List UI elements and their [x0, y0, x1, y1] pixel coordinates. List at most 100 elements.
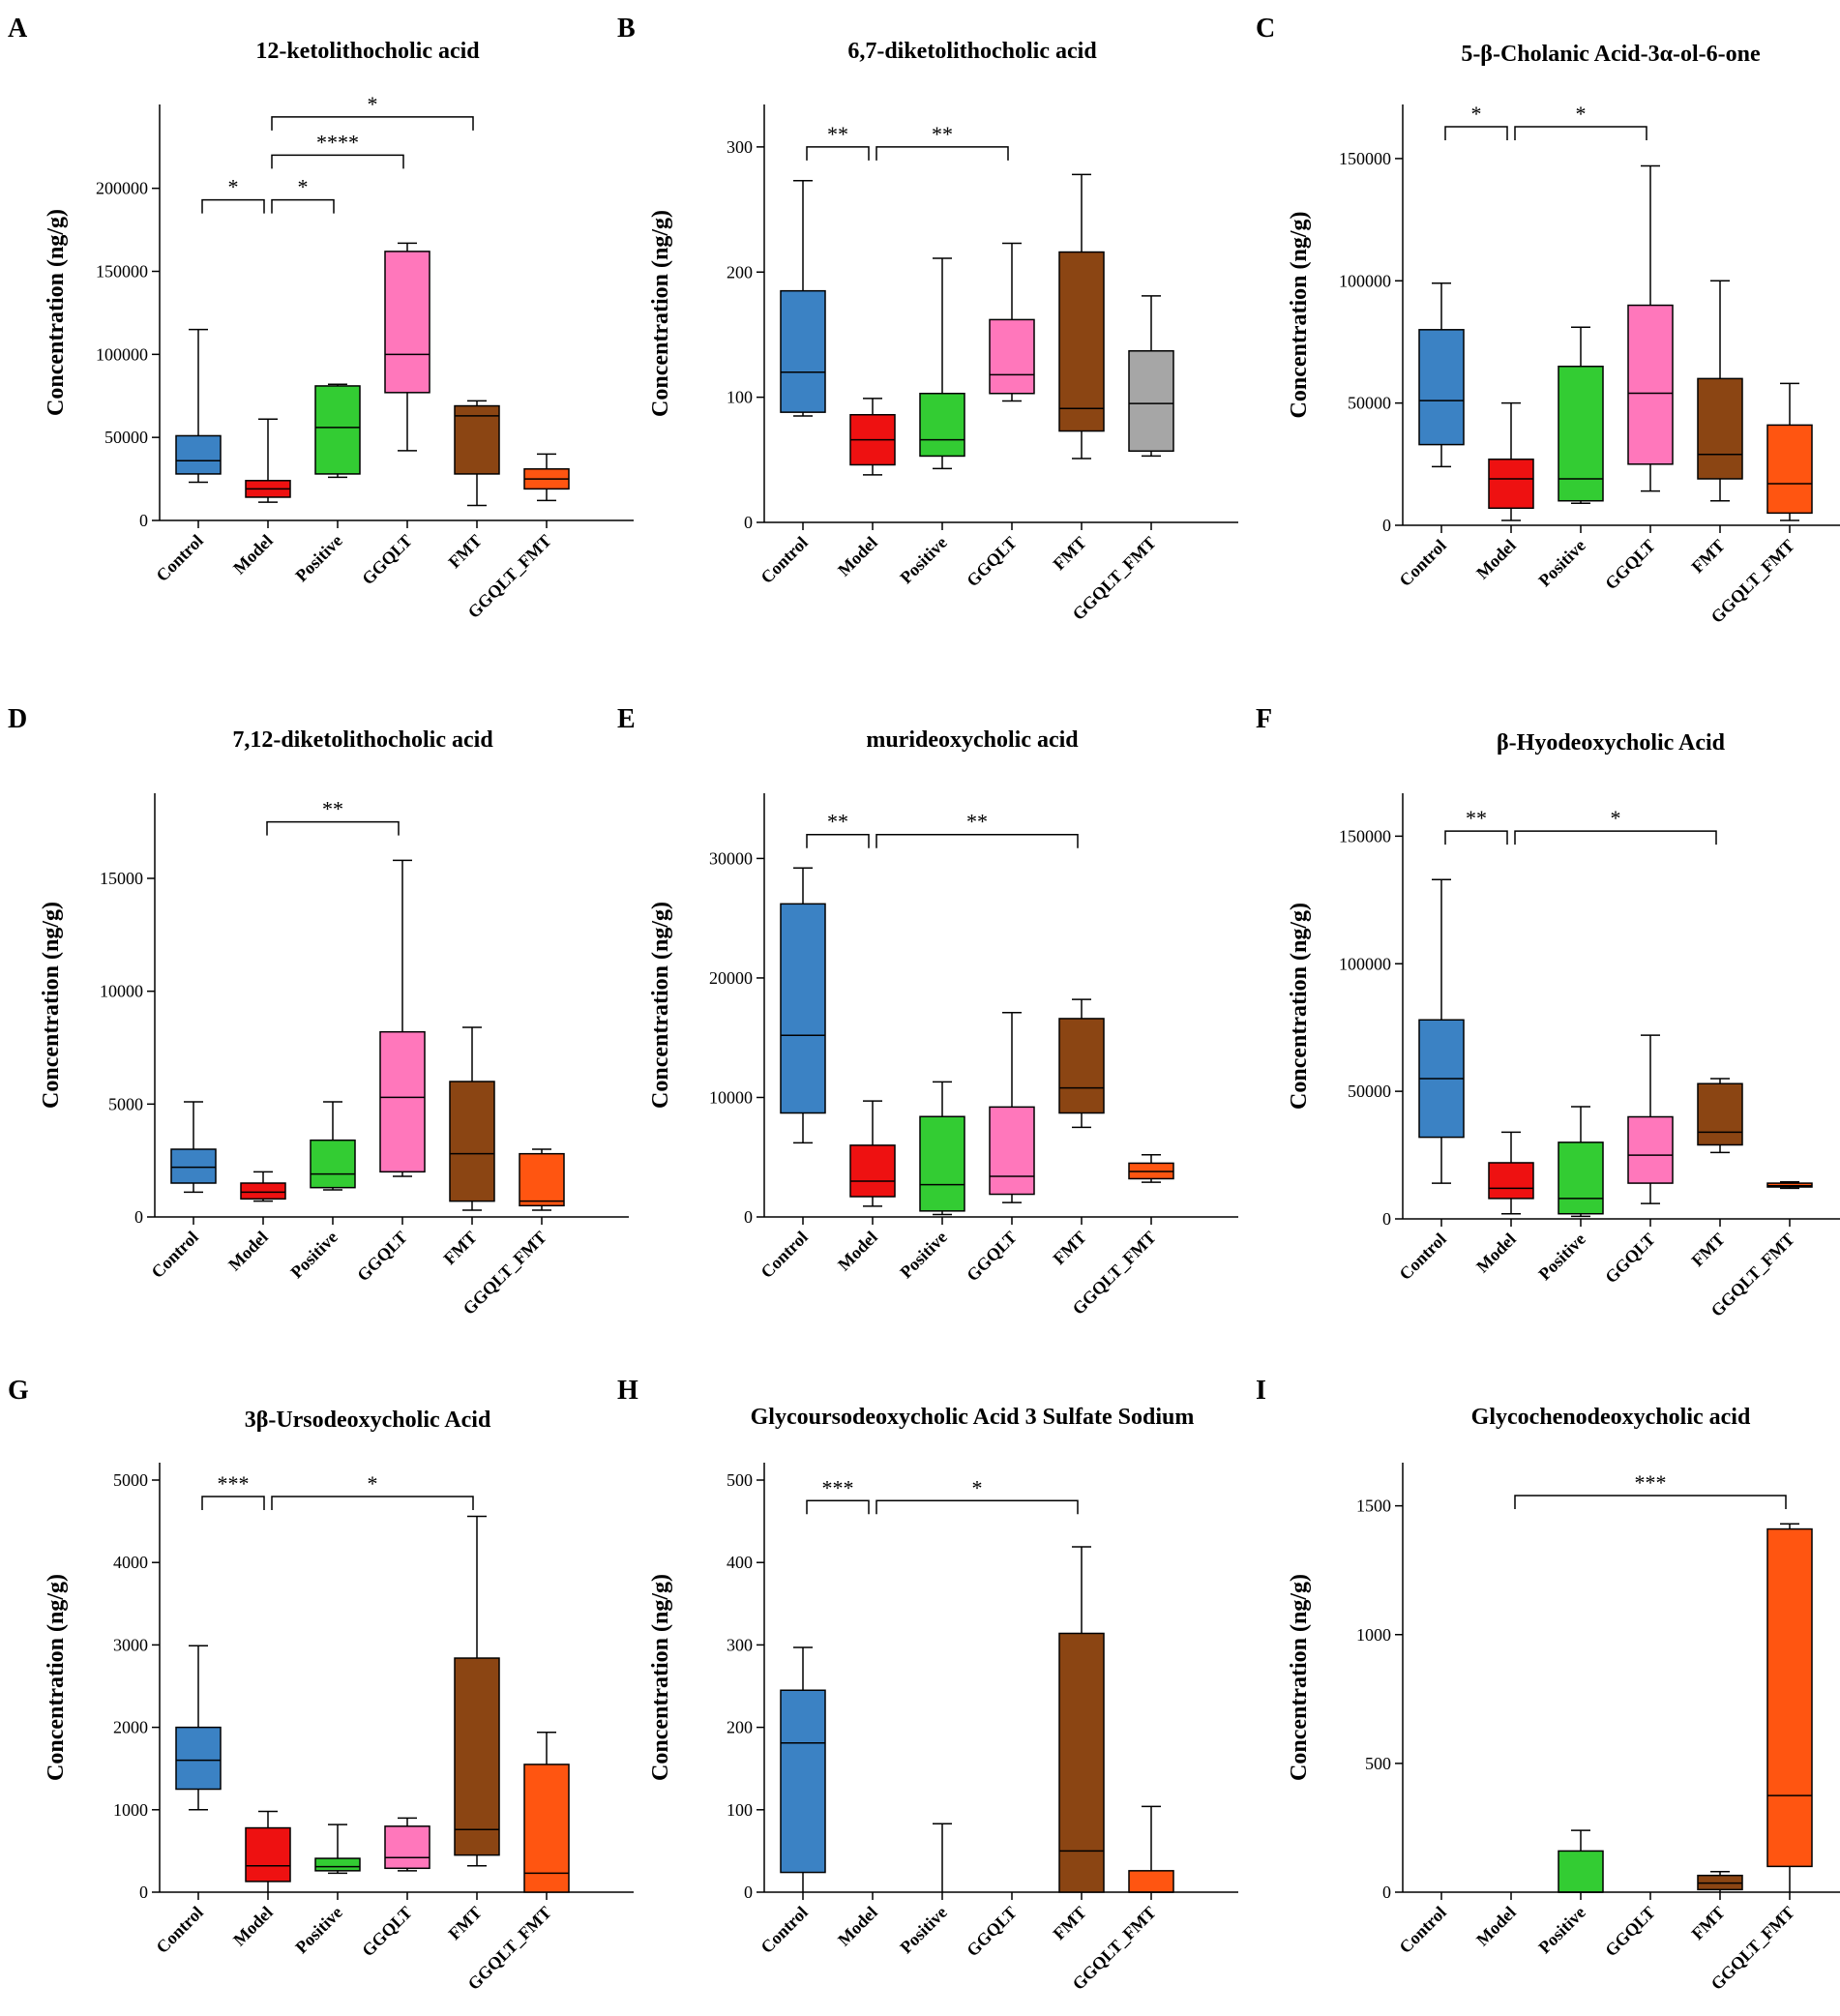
bracket-line	[1514, 1495, 1787, 1509]
x-tick-label: GGQLT	[358, 531, 416, 589]
x-tick-label: Model	[1472, 536, 1520, 583]
box-ggqlt-fmt: GGQLT_FMT	[1707, 1523, 1813, 1994]
y-tick-label: 1000	[1356, 1625, 1391, 1645]
box-positive: Positive	[1534, 1106, 1604, 1284]
box-positive: Positive	[896, 1081, 965, 1282]
box-ggqlt-fmt: GGQLT_FMT	[1707, 1181, 1813, 1320]
significance-bracket: **	[875, 122, 1009, 161]
bracket-line	[1444, 126, 1508, 141]
box-iqr	[454, 1657, 500, 1856]
significance-label: ***	[218, 1471, 250, 1496]
bracket-line	[271, 198, 335, 214]
significance-bracket: *	[271, 175, 335, 214]
box-control: Control	[757, 867, 826, 1282]
box-control: Control	[147, 1101, 217, 1282]
y-tick-label: 0	[1382, 1883, 1391, 1902]
significance-bracket: ***	[201, 1471, 265, 1511]
box-iqr	[170, 1148, 217, 1184]
x-tick-label: Control	[757, 1903, 811, 1957]
significance-label: ***	[1635, 1470, 1667, 1495]
y-tick-label: 100000	[96, 344, 148, 364]
y-tick-label: 150000	[1339, 826, 1391, 845]
box-ggqlt: GGQLT	[358, 242, 430, 589]
box-iqr	[1418, 329, 1465, 446]
y-tick-label: 200	[727, 262, 753, 282]
x-tick-label: GGQLT	[963, 1903, 1021, 1961]
y-tick-label: 0	[1382, 1209, 1391, 1229]
x-tick-label: Positive	[896, 1903, 951, 1958]
y-tick-label: 0	[139, 511, 148, 530]
y-tick-label: 150000	[1339, 149, 1391, 168]
box-iqr	[1697, 377, 1743, 480]
x-tick-label: Positive	[291, 1903, 346, 1958]
x-tick-label: Control	[1395, 1903, 1449, 1957]
x-tick-label: GGQLT	[1601, 1903, 1659, 1961]
box-control: Control	[1395, 878, 1465, 1284]
bracket-line	[271, 154, 404, 169]
box-model: Model	[229, 418, 291, 578]
box-model: Model	[229, 1810, 291, 1949]
panel-letter: H	[617, 1376, 638, 1406]
y-axis-label: Concentration (ng/g)	[648, 902, 673, 1109]
box-ggqlt: GGQLT	[1601, 1892, 1659, 1960]
panel-a: A 12-ketolithocholic acid Concentration (n…	[8, 14, 634, 622]
box-iqr	[384, 1825, 430, 1870]
y-axis-label: Concentration (ng/g)	[648, 1574, 673, 1781]
box-positive: Positive	[291, 383, 361, 585]
box-iqr	[449, 1081, 495, 1202]
x-tick-label: FMT	[444, 1903, 485, 1943]
box-iqr	[1058, 1632, 1105, 1893]
y-tick-label: 0	[134, 1207, 143, 1227]
y-tick-label: 300	[727, 137, 753, 157]
y-tick-label: 100	[727, 1800, 753, 1820]
box-iqr	[1128, 1870, 1174, 1893]
box-ggqlt: GGQLT	[1601, 1034, 1674, 1287]
box-iqr	[310, 1139, 356, 1189]
x-tick-label: Control	[1395, 1230, 1449, 1284]
box-iqr	[1488, 1162, 1534, 1200]
significance-label: **	[1466, 806, 1487, 830]
panel-b: B 6,7-diketolithocholic acid Concentration…	[617, 14, 1238, 624]
box-iqr	[175, 434, 222, 475]
y-tick-label: 0	[744, 1883, 753, 1902]
y-tick-label: 0	[139, 1883, 148, 1902]
y-tick-label: 50000	[1348, 394, 1391, 413]
significance-label: **	[966, 810, 988, 834]
x-tick-label: FMT	[1049, 533, 1089, 574]
box-fmt: FMT	[439, 1026, 495, 1268]
y-tick-label: 500	[727, 1470, 753, 1490]
y-tick-label: 2000	[113, 1718, 148, 1737]
significance-label: **	[827, 122, 848, 146]
bracket-line	[806, 833, 870, 848]
x-tick-label: GGQLT	[963, 1228, 1021, 1286]
y-tick-label: 30000	[709, 848, 753, 868]
x-tick-label: Control	[1395, 536, 1449, 590]
y-axis-label: Concentration (ng/g)	[44, 209, 69, 416]
x-tick-label: Control	[757, 1228, 811, 1282]
chart-title: β-Hyodeoxycholic Acid	[1497, 730, 1726, 756]
x-tick-label: Model	[834, 1903, 881, 1950]
box-fmt: FMT	[1687, 1078, 1743, 1270]
box-iqr	[1488, 459, 1534, 510]
y-tick-label: 5000	[113, 1470, 148, 1490]
significance-bracket: *	[271, 1471, 474, 1511]
panel-letter: B	[617, 14, 636, 44]
x-tick-label: Positive	[1534, 536, 1589, 591]
significance-label: *	[298, 175, 309, 199]
box-iqr	[175, 1726, 222, 1791]
box-iqr	[780, 289, 826, 413]
box-iqr	[1627, 304, 1674, 465]
chart-title: 5-β-Cholanic Acid-3α-ol-6-one	[1461, 42, 1761, 67]
bracket-line	[271, 116, 474, 131]
chart-title: 7,12-diketolithocholic acid	[232, 727, 493, 753]
x-tick-label: GGQLT	[353, 1228, 411, 1286]
y-tick-label: 15000	[100, 869, 143, 888]
significance-bracket: **	[806, 122, 870, 161]
y-tick-label: 100	[727, 388, 753, 407]
y-tick-label: 100000	[1339, 271, 1391, 290]
panel-letter: A	[8, 14, 28, 44]
significance-label: *	[368, 1471, 378, 1496]
x-tick-label: GGQLT	[358, 1903, 416, 1961]
significance-label: **	[827, 810, 848, 834]
